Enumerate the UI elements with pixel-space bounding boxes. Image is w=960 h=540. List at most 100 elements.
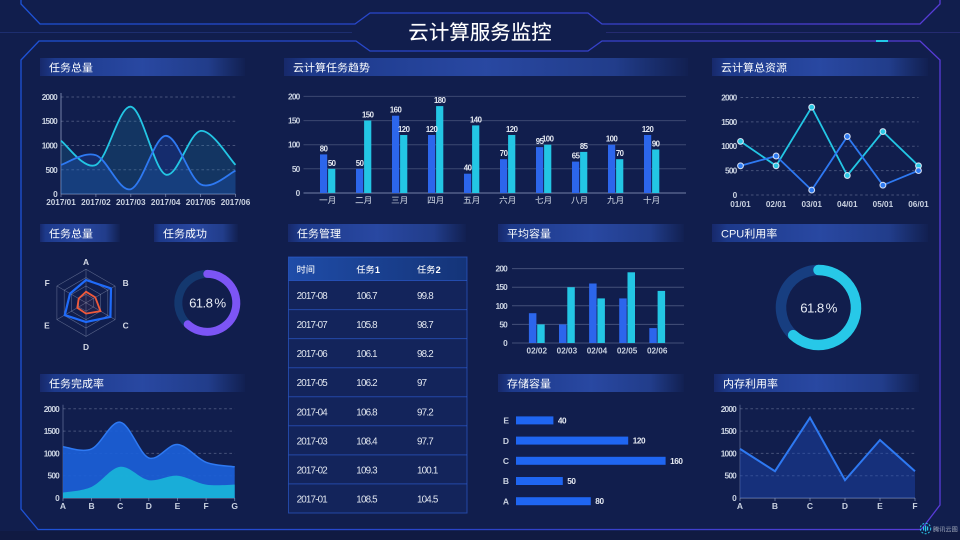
svg-text:2017-03: 2017-03	[297, 436, 329, 447]
svg-text:108.4: 108.4	[356, 436, 378, 447]
svg-text:C: C	[123, 321, 129, 331]
svg-text:97: 97	[417, 378, 427, 389]
svg-text:65: 65	[572, 152, 581, 161]
svg-text:2017-02: 2017-02	[297, 465, 328, 476]
svg-text:02/02: 02/02	[527, 347, 548, 356]
svg-text:100: 100	[496, 301, 509, 311]
svg-text:150: 150	[288, 116, 301, 126]
svg-text:03/01: 03/01	[801, 200, 822, 209]
svg-text:120: 120	[506, 125, 519, 134]
svg-text:02/04: 02/04	[587, 347, 608, 356]
svg-text:120: 120	[642, 125, 655, 134]
svg-text:1000: 1000	[42, 141, 58, 151]
svg-text:04/01: 04/01	[837, 200, 858, 209]
svg-text:C: C	[807, 501, 813, 511]
svg-text:0: 0	[503, 338, 508, 348]
svg-text:100: 100	[606, 135, 619, 144]
svg-text:95: 95	[536, 137, 545, 146]
svg-text:160: 160	[390, 106, 403, 115]
svg-text:E: E	[503, 416, 509, 426]
svg-text:160: 160	[670, 457, 683, 466]
svg-text:1500: 1500	[721, 426, 737, 436]
svg-text:109.3: 109.3	[356, 465, 378, 476]
svg-text:2000: 2000	[721, 404, 737, 414]
svg-text:50: 50	[499, 319, 508, 329]
svg-text:200: 200	[288, 91, 301, 101]
svg-text:2017/04: 2017/04	[151, 198, 181, 207]
svg-text:F: F	[45, 278, 50, 288]
svg-text:02/06: 02/06	[647, 347, 668, 356]
svg-text:120: 120	[426, 125, 439, 134]
svg-text:G: G	[231, 501, 238, 511]
svg-text:2017-05: 2017-05	[297, 378, 329, 389]
svg-text:70: 70	[500, 149, 509, 158]
svg-text:90: 90	[652, 140, 661, 149]
svg-text:2: 2	[436, 265, 441, 275]
svg-text:106.2: 106.2	[356, 378, 377, 389]
svg-text:50: 50	[292, 164, 301, 174]
svg-text:2017-07: 2017-07	[297, 320, 328, 331]
svg-text:D: D	[503, 436, 509, 446]
svg-text:50: 50	[356, 159, 365, 168]
svg-text:2017/03: 2017/03	[116, 198, 146, 207]
svg-text:140: 140	[470, 115, 483, 124]
svg-text:200: 200	[496, 264, 509, 274]
svg-text:1000: 1000	[44, 448, 60, 458]
svg-text:40: 40	[558, 416, 567, 425]
svg-text:F: F	[912, 501, 917, 511]
svg-text:1500: 1500	[42, 116, 58, 126]
svg-text:F: F	[203, 501, 208, 511]
svg-text:E: E	[44, 321, 50, 331]
svg-text:2017/02: 2017/02	[81, 198, 111, 207]
svg-text:180: 180	[434, 96, 447, 105]
svg-text:2017/06: 2017/06	[221, 198, 251, 207]
svg-text:06/01: 06/01	[908, 200, 929, 209]
svg-text:2017-06: 2017-06	[297, 349, 329, 360]
svg-text:500: 500	[725, 471, 738, 481]
svg-text:100.1: 100.1	[417, 465, 438, 476]
svg-text:B: B	[772, 501, 778, 511]
svg-text:0: 0	[53, 189, 58, 199]
svg-text:80: 80	[320, 144, 329, 153]
svg-text:CPU: CPU	[721, 229, 744, 241]
svg-text:98.2: 98.2	[417, 349, 433, 360]
svg-text:104.5: 104.5	[417, 494, 439, 505]
svg-text:0: 0	[733, 190, 738, 200]
svg-text:B: B	[123, 278, 129, 288]
svg-text:E: E	[877, 501, 883, 511]
svg-text:106.7: 106.7	[356, 291, 377, 302]
svg-text:100: 100	[288, 140, 301, 150]
svg-text:2000: 2000	[42, 92, 58, 102]
svg-text:D: D	[842, 501, 848, 511]
svg-text:105.8: 105.8	[356, 320, 378, 331]
svg-text:61.8 %: 61.8 %	[800, 300, 837, 315]
svg-text:150: 150	[496, 282, 509, 292]
svg-text:50: 50	[328, 159, 337, 168]
svg-text:500: 500	[725, 166, 738, 176]
svg-text:150: 150	[362, 111, 375, 120]
svg-text:106.1: 106.1	[356, 349, 377, 360]
svg-text:A: A	[60, 501, 66, 511]
svg-text:B: B	[89, 501, 95, 511]
svg-text:0: 0	[296, 188, 301, 198]
svg-text:02/01: 02/01	[766, 200, 787, 209]
svg-text:106.8: 106.8	[356, 407, 378, 418]
svg-text:1: 1	[375, 265, 380, 275]
svg-text:70: 70	[616, 149, 625, 158]
svg-text:1000: 1000	[721, 448, 737, 458]
svg-text:2017-01: 2017-01	[297, 494, 328, 505]
svg-text:2017-04: 2017-04	[297, 407, 329, 418]
svg-text:2017-08: 2017-08	[297, 291, 329, 302]
svg-text:1000: 1000	[721, 141, 737, 151]
svg-text:108.5: 108.5	[356, 494, 378, 505]
svg-text:100: 100	[542, 135, 555, 144]
svg-text:2000: 2000	[44, 404, 60, 414]
svg-text:A: A	[83, 257, 89, 267]
svg-text:D: D	[146, 501, 152, 511]
svg-text:98.7: 98.7	[417, 320, 433, 331]
svg-text:1500: 1500	[44, 426, 60, 436]
svg-text:2017/01: 2017/01	[46, 198, 76, 207]
svg-text:D: D	[83, 342, 89, 352]
svg-text:99.8: 99.8	[417, 291, 434, 302]
svg-text:50: 50	[567, 477, 576, 486]
